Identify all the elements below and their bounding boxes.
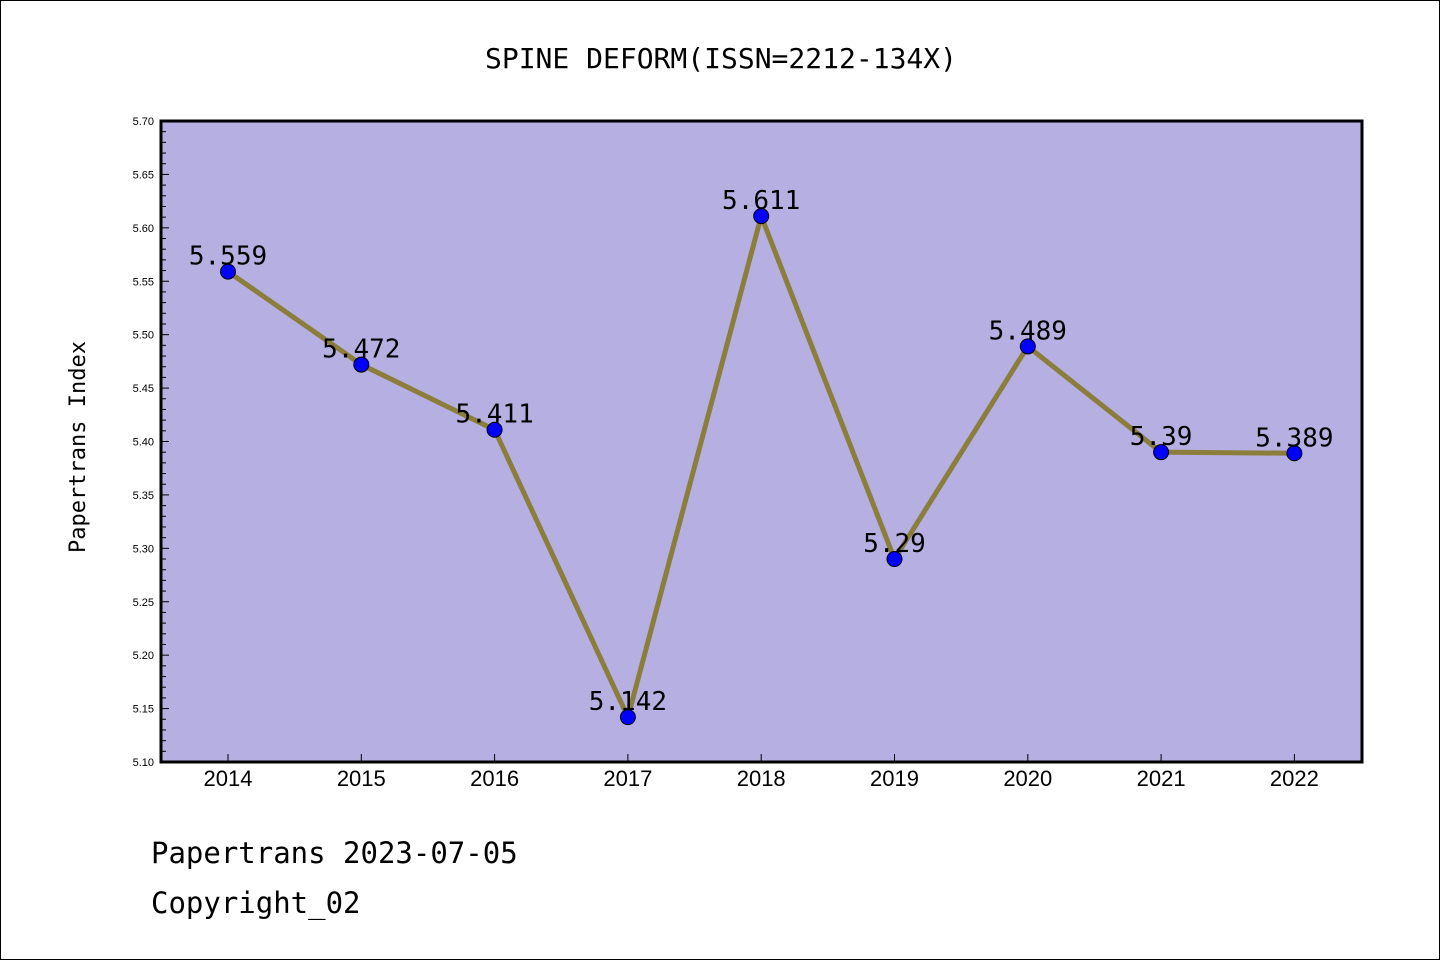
y-tick-label: 5.15 [133,704,154,716]
data-point-marker [1019,338,1036,355]
data-point-layer [220,208,1303,726]
y-axis-label: Papertrans Index [66,341,91,553]
data-point-marker [486,421,503,438]
x-tick-label: 2019 [870,766,919,791]
plot-area [159,119,1364,764]
y-tick-label: 5.65 [133,169,154,181]
data-value-label: 5.389 [1255,423,1333,453]
data-value-label: 5.411 [455,400,533,430]
data-value-label: 5.472 [322,335,400,365]
x-tick-label: 2022 [1270,766,1319,791]
x-tick-label: 2017 [603,766,652,791]
y-tick-label: 5.30 [133,543,154,555]
data-value-label: 5.611 [722,186,800,216]
x-axis-ticks: 2014 2015 2016 2017 2018 2019 2020 2021 2022 [204,754,1319,791]
y-tick-label: 5.70 [133,116,154,128]
y-tick-label: 5.40 [133,437,154,449]
x-tick-label: 2020 [1003,766,1052,791]
data-value-label: 5.39 [1130,422,1193,452]
y-tick-label: 5.60 [133,223,154,235]
y-tick-label: 5.35 [133,490,154,502]
x-tick-label: 2015 [337,766,386,791]
y-tick-label: 5.20 [133,650,154,662]
x-tick-label: 2021 [1137,766,1186,791]
data-point-marker [220,263,236,280]
y-tick-label: 5.10 [133,757,154,769]
y-tick-label: 5.25 [133,597,154,609]
y-tick-label: 5.50 [133,330,154,342]
x-tick-label: 2018 [737,766,786,791]
data-value-label: 5.559 [189,242,267,272]
x-tick-label: 2014 [204,766,253,791]
data-point-marker [1286,445,1303,462]
data-label-layer: 5.559 5.472 5.411 5.142 5.611 5.29 5.489 5.39 5.… [189,186,1334,717]
data-point-marker [353,356,370,373]
x-tick-label: 2016 [470,766,519,791]
data-point-marker [886,551,903,568]
footer-copyright: Copyright_02 [151,886,361,920]
y-axis-ticks: 5.10 5.15 5.20 5.25 5.30 5.35 5.40 5.45 5.50 5.55… [133,116,154,769]
data-point-marker [753,208,770,225]
data-value-label: 5.142 [589,687,667,717]
y-tick-label: 5.45 [133,383,154,395]
data-point-marker [619,709,636,726]
y-minor-ticks [161,120,169,763]
footer-date-line: Papertrans 2023-07-05 [151,836,518,870]
y-tick-label: 5.55 [133,276,154,288]
data-point-marker [1153,444,1170,461]
chart-title: SPINE DEFORM(ISSN=2212-134X) [485,42,957,75]
data-value-label: 5.489 [989,316,1067,346]
data-value-label: 5.29 [863,529,926,559]
